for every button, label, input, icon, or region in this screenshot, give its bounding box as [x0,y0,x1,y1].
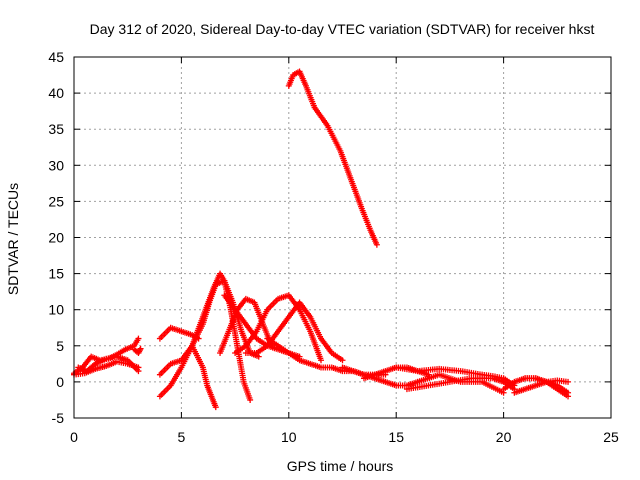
series-track-i [217,295,275,357]
series-track-l [242,299,346,364]
data-point [565,393,572,400]
series-track-d [131,345,144,357]
series-track-v [511,377,572,396]
series-track-q [393,364,518,389]
series-track-c [75,353,142,375]
data-point [212,404,219,411]
x-tick-label: 20 [496,429,512,445]
y-tick-label: 25 [48,193,64,209]
x-tick-label: 25 [603,429,619,445]
data-point [373,241,380,248]
y-tick-label: 5 [56,338,64,354]
chart-title: Day 312 of 2020, Sidereal Day-to-day VTE… [90,21,595,37]
data-point [135,335,142,342]
data-point [137,345,144,352]
axis-ticks: 0 5 10 15 20 25 -5 0 5 10 15 20 25 30 35 40 45 [48,49,619,445]
series-track-n [285,68,380,248]
y-tick-label: 30 [48,157,64,173]
data-points [71,68,572,411]
series-track-u [522,375,572,400]
y-tick-label: -5 [52,410,65,426]
x-tick-label: 15 [388,429,404,445]
x-tick-label: 5 [178,429,186,445]
y-tick-label: 35 [48,121,64,137]
data-point [135,368,142,375]
series-track-k [232,292,325,364]
y-tick-label: 45 [48,49,64,65]
data-point [565,378,572,385]
x-tick-label: 10 [281,429,297,445]
y-tick-label: 40 [48,85,64,101]
data-point [247,396,254,403]
series-track-s [414,371,507,396]
series-track-h [156,324,202,342]
y-tick-label: 0 [56,374,64,390]
y-axis-label: SDTVAR / TECUs [5,183,21,295]
data-point [195,335,202,342]
y-tick-label: 15 [48,266,64,282]
series-track-g [189,342,219,411]
x-axis-label: GPS time / hours [287,458,394,474]
data-point [318,357,325,364]
y-tick-label: 20 [48,230,64,246]
x-tick-label: 0 [70,429,78,445]
grid [74,57,611,418]
data-point [339,357,346,364]
y-tick-label: 10 [48,302,64,318]
